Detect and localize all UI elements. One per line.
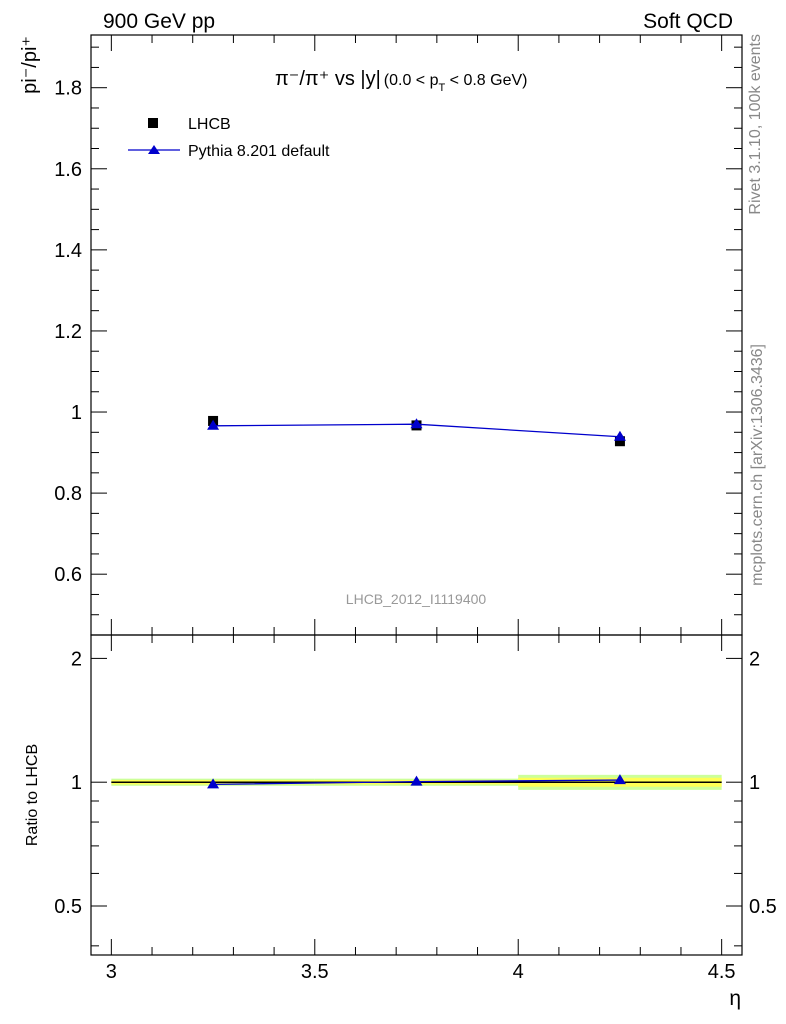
x-tick-label: 3.5 [301, 961, 329, 983]
header-left: 900 GeV pp [103, 10, 215, 33]
ratio-frame [90, 634, 743, 956]
x-tick-label: 3 [106, 961, 117, 983]
y-tick-label-main: 1 [71, 402, 82, 424]
title-cut-close: < 0.8 GeV) [445, 72, 527, 89]
watermark: LHCB_2012_I1119400 [346, 591, 487, 607]
y-tick-label-main: 0.8 [54, 483, 82, 505]
main-ylabel: pi⁻/pi⁺ [19, 36, 41, 94]
y-tick-label-ratio-left: 0.5 [54, 896, 82, 918]
x-tick-label: 4.5 [708, 961, 736, 983]
y-tick-label-main: 1.8 [54, 78, 82, 100]
legend-pythia-marker [148, 145, 160, 154]
lhcb-data-point [614, 436, 625, 447]
y-tick-label-ratio-left: 1 [71, 772, 82, 794]
y-tick-label-ratio-right: 2 [749, 648, 760, 670]
legend-lhcb-label: LHCB [188, 116, 231, 133]
ratio-ylabel: Ratio to LHCB [24, 744, 41, 846]
legend-pythia-label: Pythia 8.201 default [188, 143, 330, 160]
ratio-axis-ticks: 3 3.5 4 4.5 0.5 0.5 1 1 2 2 [54, 635, 777, 983]
y-tick-label-ratio-left: 2 [71, 648, 82, 670]
pythia-mc-point [613, 430, 626, 441]
title-quantity: π⁻/π⁺ vs |y| [275, 68, 381, 90]
legend-lhcb-marker [148, 118, 158, 128]
main-title: π⁻/π⁺ vs |y| (0.0 < pT < 0.8 GeV) [275, 68, 527, 94]
pythia-mc-point [207, 419, 220, 430]
title-cut-open: (0.0 < p [384, 72, 439, 89]
ratio-panel: 3 3.5 4 4.5 0.5 0.5 1 1 2 2 Ratio to LHCB η [24, 634, 777, 1010]
ratio-data-marks [111, 774, 722, 790]
rivet-label: Rivet 3.1.10, 100k events [747, 34, 764, 215]
source-label: mcplots.cern.ch [arXiv:1306.3436] [749, 344, 766, 586]
title-cut-sub: T [438, 82, 445, 94]
ratio-mc-point [613, 774, 626, 785]
main-data-marks [207, 415, 626, 447]
y-tick-label-main: 1.4 [54, 240, 82, 262]
main-panel: 0.6 0.8 1 1.2 1.4 1.6 1.8 π⁻/π⁺ vs |y| (0.0 < p… [19, 34, 743, 636]
x-tick-label: 4 [513, 961, 524, 983]
ratio-mc-point [410, 775, 423, 786]
pythia-mc-point [410, 418, 423, 429]
y-tick-label-main: 1.6 [54, 159, 82, 181]
y-tick-label-main: 0.6 [54, 564, 82, 586]
x-axis-label: η [729, 987, 741, 1010]
ratio-mc-point [207, 778, 220, 789]
header-right: Soft QCD [643, 10, 733, 33]
main-axis-ticks: 0.6 0.8 1 1.2 1.4 1.6 1.8 [54, 35, 742, 636]
legend: LHCB Pythia 8.201 default [128, 116, 330, 160]
y-tick-label-ratio-right: 0.5 [749, 896, 777, 918]
y-tick-label-main: 1.2 [54, 321, 82, 343]
y-tick-label-ratio-right: 1 [749, 772, 760, 794]
